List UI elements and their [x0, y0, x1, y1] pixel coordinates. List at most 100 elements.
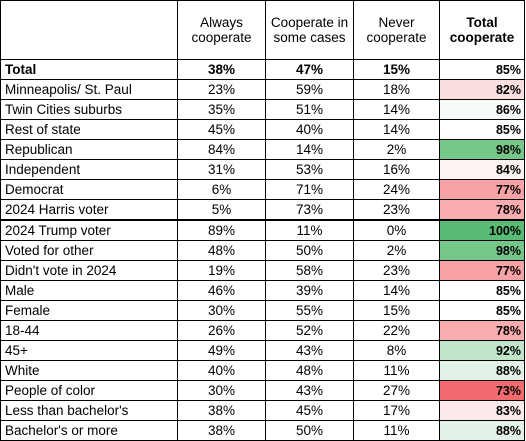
cell-never: 27%: [353, 380, 440, 401]
cell-total: 77%: [439, 260, 525, 281]
table-row: 2024 Harris voter 5% 73% 23% 78%: [0, 199, 525, 221]
cell-some-cases: 59%: [265, 79, 354, 100]
cell-never: 23%: [353, 199, 440, 221]
table-row: Less than bachelor's 38% 45% 17% 83%: [0, 400, 525, 421]
cell-always: 31%: [177, 159, 266, 180]
cell-total: 88%: [439, 420, 525, 441]
cell-never: 2%: [353, 240, 440, 261]
cell-some-cases: 45%: [265, 400, 354, 421]
header-total-cooperate: Total cooperate: [439, 0, 525, 60]
table-row: Independent 31% 53% 16% 84%: [0, 159, 525, 180]
cell-never: 15%: [353, 300, 440, 321]
cell-never: 23%: [353, 260, 440, 281]
cell-never: 14%: [353, 119, 440, 140]
table-row: Female 30% 55% 15% 85%: [0, 300, 525, 321]
cell-total: 86%: [439, 99, 525, 120]
cell-total: 92%: [439, 340, 525, 361]
cell-some-cases: 71%: [265, 179, 354, 200]
cell-always: 45%: [177, 119, 266, 140]
cell-always: 6%: [177, 179, 266, 200]
row-label: Less than bachelor's: [0, 400, 178, 421]
cell-some-cases: 51%: [265, 99, 354, 120]
cell-total: 100%: [439, 219, 525, 241]
cell-some-cases: 58%: [265, 260, 354, 281]
header-never-cooperate: Never cooperate: [353, 0, 440, 60]
cell-always: 46%: [177, 280, 266, 301]
row-label: Twin Cities suburbs: [0, 99, 178, 120]
cell-never: 8%: [353, 340, 440, 361]
cell-never: 0%: [353, 219, 440, 241]
corner-cell: [0, 0, 178, 60]
header-cooperate-some-cases: Cooperate in some cases: [265, 0, 354, 60]
cell-always: 23%: [177, 79, 266, 100]
header-always-cooperate: Always cooperate: [177, 0, 266, 60]
table-row: Didn't vote in 2024 19% 58% 23% 77%: [0, 260, 525, 281]
cell-total: 78%: [439, 320, 525, 341]
cell-always: 35%: [177, 99, 266, 120]
table-row: 2024 Trump voter 89% 11% 0% 100%: [0, 219, 525, 241]
table-row: People of color 30% 43% 27% 73%: [0, 380, 525, 401]
cell-total: 77%: [439, 179, 525, 200]
cell-never: 14%: [353, 99, 440, 120]
cell-never: 16%: [353, 159, 440, 180]
cell-total: 98%: [439, 139, 525, 160]
cell-always: 30%: [177, 300, 266, 321]
table-row: Voted for other 48% 50% 2% 98%: [0, 240, 525, 261]
cell-total: 85%: [439, 280, 525, 301]
cell-total: 73%: [439, 380, 525, 401]
table-row: Minneapolis/ St. Paul 23% 59% 18% 82%: [0, 79, 525, 100]
cell-always: 49%: [177, 340, 266, 361]
header-row: Always cooperate Cooperate in some cases…: [0, 0, 525, 60]
table-row: 45+ 49% 43% 8% 92%: [0, 340, 525, 361]
table-row: 18-44 26% 52% 22% 78%: [0, 320, 525, 341]
cell-some-cases: 50%: [265, 240, 354, 261]
cell-always: 89%: [177, 219, 266, 241]
row-label: Democrat: [0, 179, 178, 200]
cell-total: 88%: [439, 360, 525, 381]
cell-total: 82%: [439, 79, 525, 100]
cell-always: 40%: [177, 360, 266, 381]
row-label: Total: [0, 59, 178, 80]
row-label: Didn't vote in 2024: [0, 260, 178, 281]
row-label: Male: [0, 280, 178, 301]
row-label: Bachelor's or more: [0, 420, 178, 441]
cell-total: 98%: [439, 240, 525, 261]
table-row: Male 46% 39% 14% 85%: [0, 280, 525, 301]
cell-never: 11%: [353, 360, 440, 381]
cell-never: 14%: [353, 280, 440, 301]
cell-never: 22%: [353, 320, 440, 341]
row-label: 2024 Harris voter: [0, 199, 178, 221]
cell-always: 26%: [177, 320, 266, 341]
cell-total: 85%: [439, 300, 525, 321]
row-label: 2024 Trump voter: [0, 219, 178, 241]
row-label: Voted for other: [0, 240, 178, 261]
cell-total: 85%: [439, 59, 525, 80]
cell-some-cases: 48%: [265, 360, 354, 381]
row-label: Rest of state: [0, 119, 178, 140]
table-row: White 40% 48% 11% 88%: [0, 360, 525, 381]
row-label: Independent: [0, 159, 178, 180]
cell-always: 38%: [177, 59, 266, 80]
row-label: Female: [0, 300, 178, 321]
row-label: People of color: [0, 380, 178, 401]
cell-some-cases: 53%: [265, 159, 354, 180]
table-row: Twin Cities suburbs 35% 51% 14% 86%: [0, 99, 525, 120]
row-label: 45+: [0, 340, 178, 361]
cell-some-cases: 52%: [265, 320, 354, 341]
table-row: Democrat 6% 71% 24% 77%: [0, 179, 525, 200]
row-label: White: [0, 360, 178, 381]
cell-always: 38%: [177, 400, 266, 421]
table-row: Total 38% 47% 15% 85%: [0, 59, 525, 80]
cell-some-cases: 39%: [265, 280, 354, 301]
cell-total: 84%: [439, 159, 525, 180]
cell-some-cases: 43%: [265, 340, 354, 361]
cell-never: 11%: [353, 420, 440, 441]
table-row: Republican 84% 14% 2% 98%: [0, 139, 525, 160]
cell-some-cases: 47%: [265, 59, 354, 80]
cell-never: 15%: [353, 59, 440, 80]
cell-never: 2%: [353, 139, 440, 160]
cell-always: 30%: [177, 380, 266, 401]
row-label: 18-44: [0, 320, 178, 341]
cell-total: 85%: [439, 119, 525, 140]
table-row: Rest of state 45% 40% 14% 85%: [0, 119, 525, 140]
